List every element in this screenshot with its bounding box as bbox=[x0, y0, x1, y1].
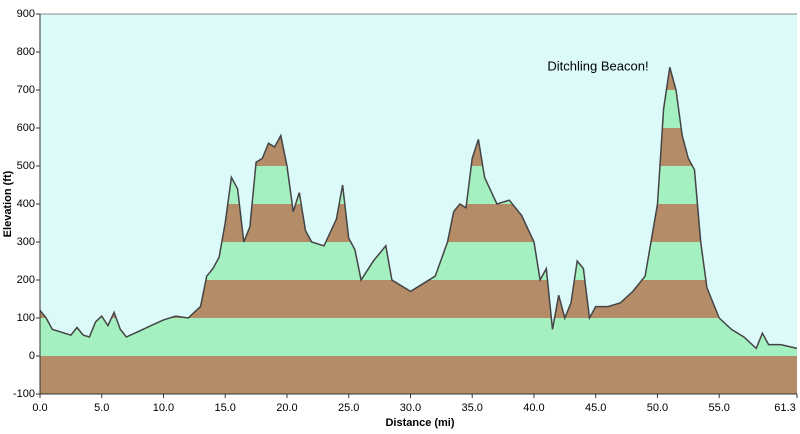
x-tick-label: 55.0 bbox=[708, 402, 729, 414]
y-tick-label: 700 bbox=[17, 84, 35, 96]
x-tick-label: 45.0 bbox=[585, 402, 606, 414]
x-tick-label: 20.0 bbox=[276, 402, 297, 414]
annotation: Ditchling Beacon! bbox=[547, 58, 648, 73]
y-tick-label: 0 bbox=[29, 350, 35, 362]
y-tick-label: 600 bbox=[17, 122, 35, 134]
x-tick-label: 5.0 bbox=[94, 402, 109, 414]
x-tick-label: 40.0 bbox=[523, 402, 544, 414]
elevation-band bbox=[40, 318, 797, 356]
y-tick-label: 900 bbox=[17, 8, 35, 20]
elevation-profile bbox=[39, 67, 798, 350]
x-tick-label: 0.0 bbox=[32, 402, 47, 414]
elevation-band bbox=[40, 356, 797, 394]
x-tick-label: 30.0 bbox=[400, 402, 421, 414]
y-axis-title: Elevation (ft) bbox=[2, 170, 14, 237]
x-tick-label: 25.0 bbox=[338, 402, 359, 414]
x-tick-label: 10.0 bbox=[153, 402, 174, 414]
y-tick-label: 300 bbox=[17, 236, 35, 248]
x-axis-title: Distance (mi) bbox=[385, 417, 454, 429]
y-tick-label: 100 bbox=[17, 312, 35, 324]
x-tick-label: 35.0 bbox=[462, 402, 483, 414]
x-tick-label: 61.3 bbox=[774, 402, 795, 414]
y-tick-label: 200 bbox=[17, 274, 35, 286]
y-tick-label: 400 bbox=[17, 198, 35, 210]
x-tick-label: 50.0 bbox=[647, 402, 668, 414]
y-tick-label: 500 bbox=[17, 160, 35, 172]
y-tick-label: 800 bbox=[17, 46, 35, 58]
y-tick-label: -100 bbox=[13, 388, 35, 400]
x-tick-label: 15.0 bbox=[215, 402, 236, 414]
